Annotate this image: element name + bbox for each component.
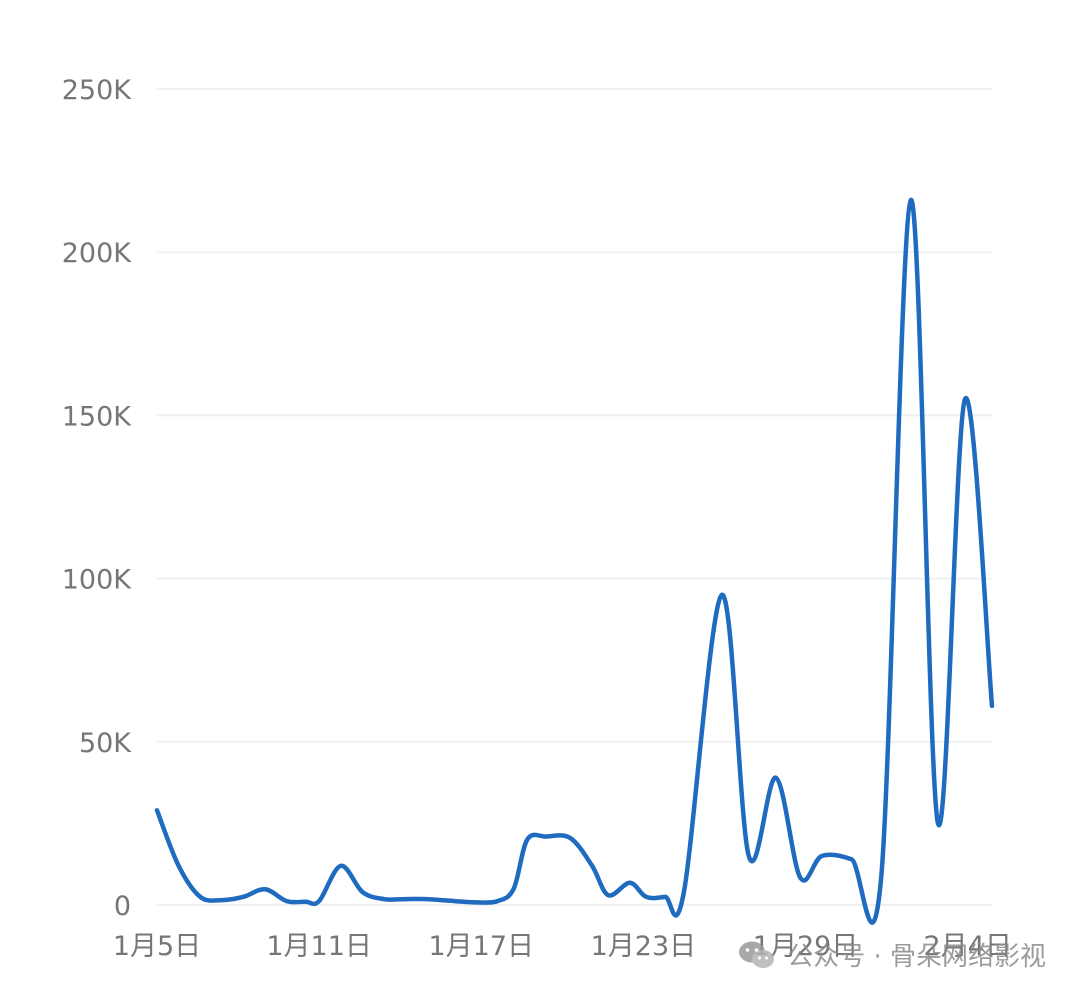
wechat-icon: [739, 941, 775, 968]
y-tick-label: 200K: [62, 238, 133, 269]
grid-lines: [157, 88, 992, 906]
y-tick-label: 0: [114, 891, 131, 922]
series-line: [154, 197, 995, 925]
y-tick-label: 250K: [62, 75, 133, 106]
x-tick-label: 2月4日: [923, 931, 1011, 962]
watermark-text: 公众号 · 骨朵网络影视: [787, 942, 1046, 972]
y-tick-label: 150K: [62, 401, 133, 432]
x-axis: 1月5日 1月11日 1月17日 1月23日 1月29日 2月4日: [113, 931, 1012, 962]
y-axis: 0 50K 100K 150K 200K 250K: [62, 75, 133, 922]
x-tick-label: 1月11日: [266, 931, 372, 962]
x-tick-label: 1月17日: [428, 931, 534, 962]
x-tick-label: 1月23日: [591, 931, 697, 962]
series: [154, 197, 995, 925]
x-tick-label: 1月5日: [113, 931, 201, 962]
watermark: 公众号 · 骨朵网络影视: [737, 936, 1046, 973]
y-tick-label: 50K: [79, 728, 132, 759]
y-tick-label: 100K: [62, 565, 133, 596]
